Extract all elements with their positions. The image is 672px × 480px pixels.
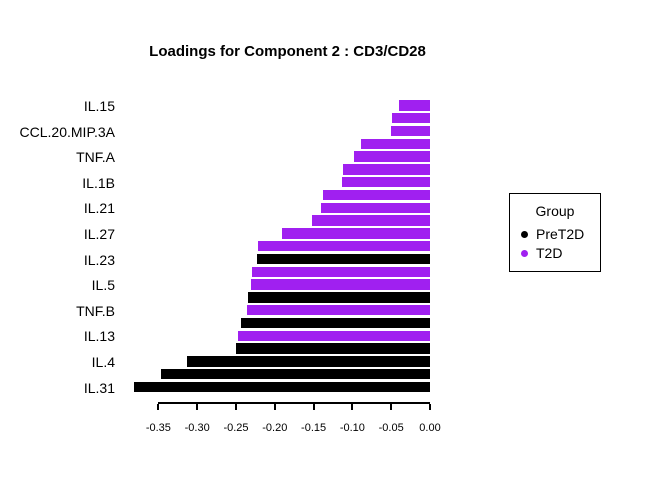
legend-item-pret2d: PreT2D [521, 226, 585, 242]
y-axis-label: IL.15 [83, 97, 115, 114]
legend-item-t2d: T2D [521, 245, 563, 261]
t2d-dot-icon [521, 249, 528, 257]
bar [160, 369, 430, 380]
x-axis-tick [312, 404, 315, 410]
bar-TNF.B [246, 305, 430, 316]
y-axis-label: IL.5 [91, 277, 115, 294]
bar [236, 343, 430, 354]
y-axis-label: IL.23 [83, 251, 115, 268]
bar-IL.15 [398, 100, 430, 111]
bar [360, 138, 430, 149]
y-axis-label: IL.13 [83, 328, 115, 345]
x-axis-tick-label: 0.00 [419, 422, 441, 434]
bar-IL.23 [256, 253, 430, 265]
x-axis-tick [351, 404, 354, 410]
x-axis-tick-label: -0.15 [301, 422, 327, 434]
bar-IL.1B [341, 177, 430, 188]
x-axis-tick-label: -0.35 [145, 422, 171, 434]
y-axis-label: IL.27 [83, 225, 115, 242]
bar [312, 215, 430, 226]
bar [322, 189, 430, 201]
x-axis-tick [390, 404, 393, 410]
chart-title: Loadings for Component 2 : CD3/CD28 [149, 43, 426, 60]
legend-item-label: PreT2D [536, 226, 585, 242]
y-axis-label: IL.4 [91, 353, 115, 370]
x-axis-tick-label: -0.10 [339, 422, 365, 434]
bar-TNF.A [353, 151, 430, 162]
bar-IL.27 [281, 228, 430, 239]
y-axis-label: IL.21 [83, 200, 115, 217]
x-axis-tick [429, 404, 431, 410]
legend-title: Group [535, 203, 575, 219]
bar [391, 113, 430, 124]
legend-item-label: T2D [536, 245, 563, 261]
bar-IL.4 [187, 356, 430, 367]
bar [343, 164, 430, 175]
x-axis-tick [235, 404, 237, 410]
y-axis-label: TNF.B [76, 302, 115, 319]
x-axis-tick [273, 404, 276, 410]
bar-CCL.20.MIP.3A [391, 125, 430, 137]
y-axis-label: IL.1B [82, 174, 115, 191]
legend-box: Group PreT2D T2D [509, 193, 601, 272]
bar [252, 266, 430, 277]
x-axis-tick [196, 404, 199, 410]
bar-IL.21 [320, 202, 430, 213]
x-axis-tick [157, 404, 160, 410]
y-axis-label: TNF.A [76, 149, 115, 166]
y-axis-label: IL.31 [83, 379, 115, 396]
bar-IL.31 [134, 381, 430, 393]
x-axis-tick-label: -0.30 [184, 422, 210, 434]
x-axis-line [158, 402, 430, 404]
x-axis-tick-label: -0.20 [262, 422, 288, 434]
bar [247, 292, 430, 303]
bar-IL.13 [238, 330, 430, 341]
x-axis-tick-label: -0.25 [223, 422, 249, 434]
y-axis-label: CCL.20.MIP.3A [19, 123, 115, 140]
bar [240, 317, 430, 329]
x-axis-tick-label: -0.05 [378, 422, 404, 434]
pret2d-dot-icon [521, 230, 528, 238]
bar [257, 241, 430, 252]
bar-IL.5 [250, 279, 430, 290]
